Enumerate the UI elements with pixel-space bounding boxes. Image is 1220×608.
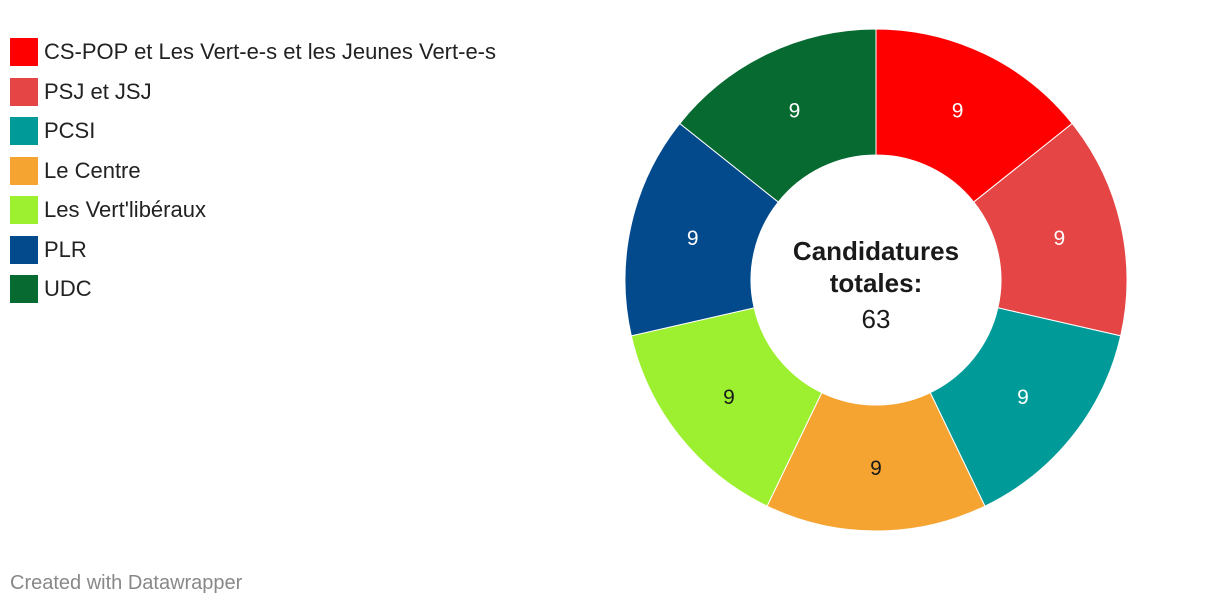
legend-swatch (10, 235, 38, 264)
donut-slices (624, 28, 1128, 532)
slice-value-label: 9 (952, 100, 964, 123)
legend-swatch (10, 117, 38, 145)
center-total-value: 63 (862, 304, 891, 334)
legend-item: PLR (10, 235, 496, 264)
center-title-line-2: totales: (830, 268, 922, 298)
legend-label: UDC (44, 276, 92, 301)
donut-slice (624, 122, 779, 337)
slice-value-label: 9 (1053, 227, 1065, 250)
donut-slice (875, 28, 1073, 203)
donut-center: Candidatures totales: 63 (793, 236, 959, 334)
chart-legend: CS-POP et Les Vert-e-s et les Jeunes Ver… (10, 38, 496, 315)
legend-swatch (10, 196, 38, 224)
donut-slice (929, 307, 1122, 507)
legend-label: CS-POP et Les Vert-e-s et les Jeunes Ver… (44, 39, 497, 64)
legend-item: CS-POP et Les Vert-e-s et les Jeunes Ver… (10, 38, 496, 66)
slice-value-labels: 9 9 9 9 9 9 9 (687, 100, 1065, 480)
donut-slice (973, 122, 1128, 337)
legend-label: Les Vert'libéraux (44, 197, 206, 222)
legend-swatch (10, 275, 38, 303)
datawrapper-credit: Created with Datawrapper (10, 572, 243, 594)
legend-label: Le Centre (44, 157, 141, 183)
legend-swatch (10, 38, 38, 66)
legend-item: Le Centre (10, 156, 496, 185)
legend-item: PCSI (10, 117, 496, 145)
slice-value-label: 9 (687, 227, 699, 250)
slice-value-label: 9 (789, 100, 801, 123)
slice-value-label: 9 (1017, 386, 1029, 409)
legend-label: PCSI (44, 118, 96, 143)
legend-item: UDC (10, 275, 496, 303)
donut-slice (630, 307, 823, 507)
donut-slice (679, 28, 877, 203)
legend-swatch (10, 156, 38, 185)
slice-value-label: 9 (723, 386, 735, 409)
legend-label: PSJ et JSJ (44, 78, 152, 104)
legend-item: PSJ et JSJ (10, 77, 496, 106)
donut-slice (766, 391, 986, 532)
center-title-line-1: Candidatures (793, 236, 959, 266)
legend-label: PLR (44, 236, 87, 262)
legend-item: Les Vert'libéraux (10, 196, 496, 224)
slice-value-label: 9 (870, 457, 882, 480)
legend-swatch (10, 77, 38, 106)
